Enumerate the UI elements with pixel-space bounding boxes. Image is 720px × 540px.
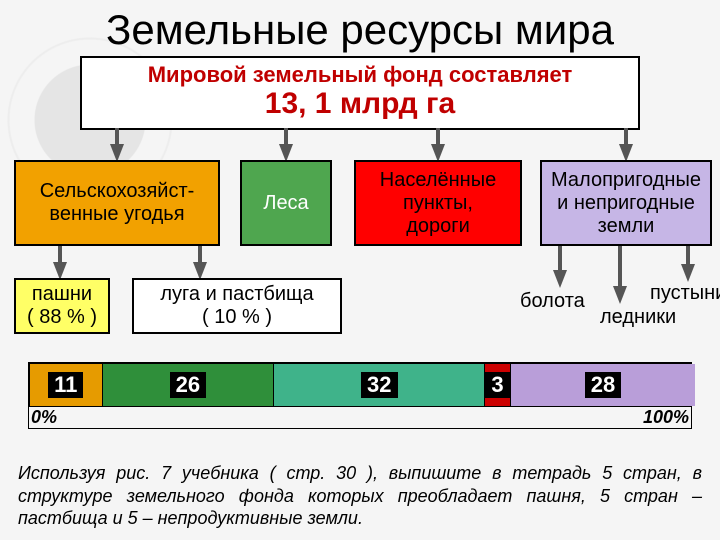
sub-pasture: луга и пастбища( 10 % ) [132,278,342,334]
arrow-down-icon [618,246,622,288]
arrow-down-icon [553,270,567,288]
bar-segment-0: 11 [30,364,103,406]
page-title: Земельные ресурсы мира [0,0,720,56]
arrow-down-icon [686,246,690,266]
subtitle-line2: 13, 1 млрд га [88,88,632,120]
category-forest: Леса [240,160,332,246]
task-text: Используя рис. 7 учебника ( стр. 30 ), в… [18,462,702,530]
bar-segment-3: 3 [485,364,510,406]
bar-segment-4: 28 [511,364,696,406]
scale-left: 0% [31,407,57,428]
subtitle-box: Мировой земельный фонд составляет 13, 1 … [80,56,640,130]
arrow-down-icon [681,264,695,282]
bar-segment-2: 32 [274,364,485,406]
bar-value: 3 [485,372,509,398]
stacked-bar: 11 26 32 3 28 0% 100% [28,362,692,429]
arrow-down-icon [613,286,627,304]
bar-segment-1: 26 [103,364,275,406]
bar-value: 32 [361,372,397,398]
category-unus: Малопригодные и непригодные земли [540,160,712,246]
arrow-down-icon [558,246,562,272]
category-agri: Сельскохозяйст- венные угодья [14,160,220,246]
bar-value: 28 [585,372,621,398]
sub-swamp: болота [520,290,585,313]
scale-right: 100% [643,407,689,428]
category-settl: Населённые пункты, дороги [354,160,522,246]
sub-glacier: ледники [600,306,676,329]
bar-value: 26 [170,372,206,398]
sub-arable: пашни( 88 % ) [14,278,110,334]
sub-desert: пустыни [650,282,720,305]
bar-value: 11 [48,372,83,398]
subtitle-line1: Мировой земельный фонд составляет [88,62,632,88]
